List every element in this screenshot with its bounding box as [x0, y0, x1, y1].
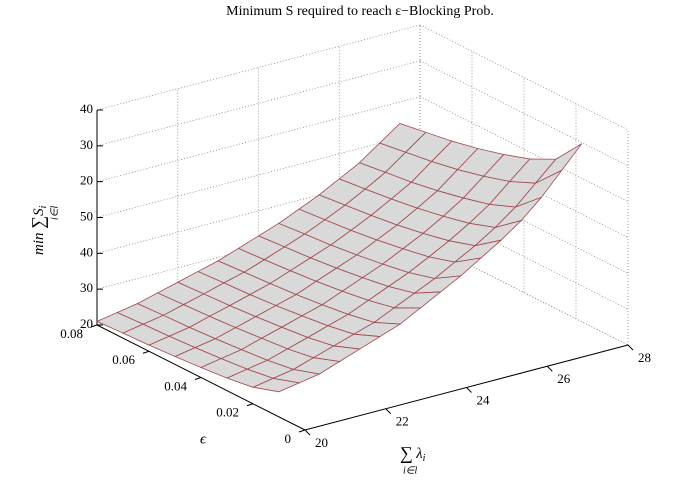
- x-label-symbol: λ: [415, 446, 423, 462]
- z-tick-label: 30: [80, 137, 93, 152]
- y-tick-label: 0.02: [216, 405, 239, 420]
- y-tick: [298, 429, 306, 433]
- x-tick: [304, 429, 311, 436]
- x-tick-label: 24: [477, 392, 491, 407]
- z-tick-label: 20: [80, 173, 93, 188]
- z-tick-label: 40: [80, 244, 93, 259]
- y-tick-label: 0.08: [60, 326, 83, 341]
- x-label-sum: ∑: [400, 443, 413, 463]
- z-label-sub: i∈l: [49, 206, 60, 220]
- z-label-text: min ∑Si: [28, 205, 49, 255]
- x-tick: [627, 344, 634, 351]
- y-tick-label: 0.06: [112, 352, 135, 367]
- x-tick-label: 28: [638, 350, 651, 365]
- x-label-index: i: [423, 453, 426, 464]
- y-axis-label: ϵ: [200, 431, 207, 447]
- x-tick: [466, 387, 472, 393]
- surface-patch: [251, 377, 301, 393]
- y-tick-label: 0: [285, 431, 292, 446]
- y-tick: [90, 324, 98, 328]
- grid-line: [96, 60, 421, 147]
- z-tick-label: 40: [80, 101, 93, 116]
- z-tick-label: 50: [80, 208, 93, 223]
- x-tick-label: 20: [315, 435, 328, 450]
- x-tick: [385, 408, 392, 415]
- z-label-prefix: min: [31, 233, 47, 256]
- x-axis-label: ∑ λi: [400, 443, 426, 464]
- y-tick: [194, 377, 202, 380]
- z-label-sum: ∑: [28, 216, 48, 229]
- x-label-sub: i∈l: [403, 465, 417, 476]
- y-tick: [246, 403, 254, 407]
- z-label-index: i: [38, 205, 49, 208]
- x-tick-label: 26: [557, 371, 571, 386]
- z-label-symbol: S: [31, 208, 47, 216]
- z-axis-label: min ∑Si i∈l: [28, 205, 60, 255]
- chart-title: Minimum S required to reach ε−Blocking P…: [226, 4, 494, 19]
- x-tick-label: 22: [396, 414, 409, 429]
- z-tick-label: 30: [80, 280, 93, 295]
- z-tick-label: 20: [80, 316, 93, 331]
- y-tick: [142, 350, 150, 354]
- x-tick: [546, 365, 553, 372]
- y-tick-label: 0.04: [164, 378, 187, 393]
